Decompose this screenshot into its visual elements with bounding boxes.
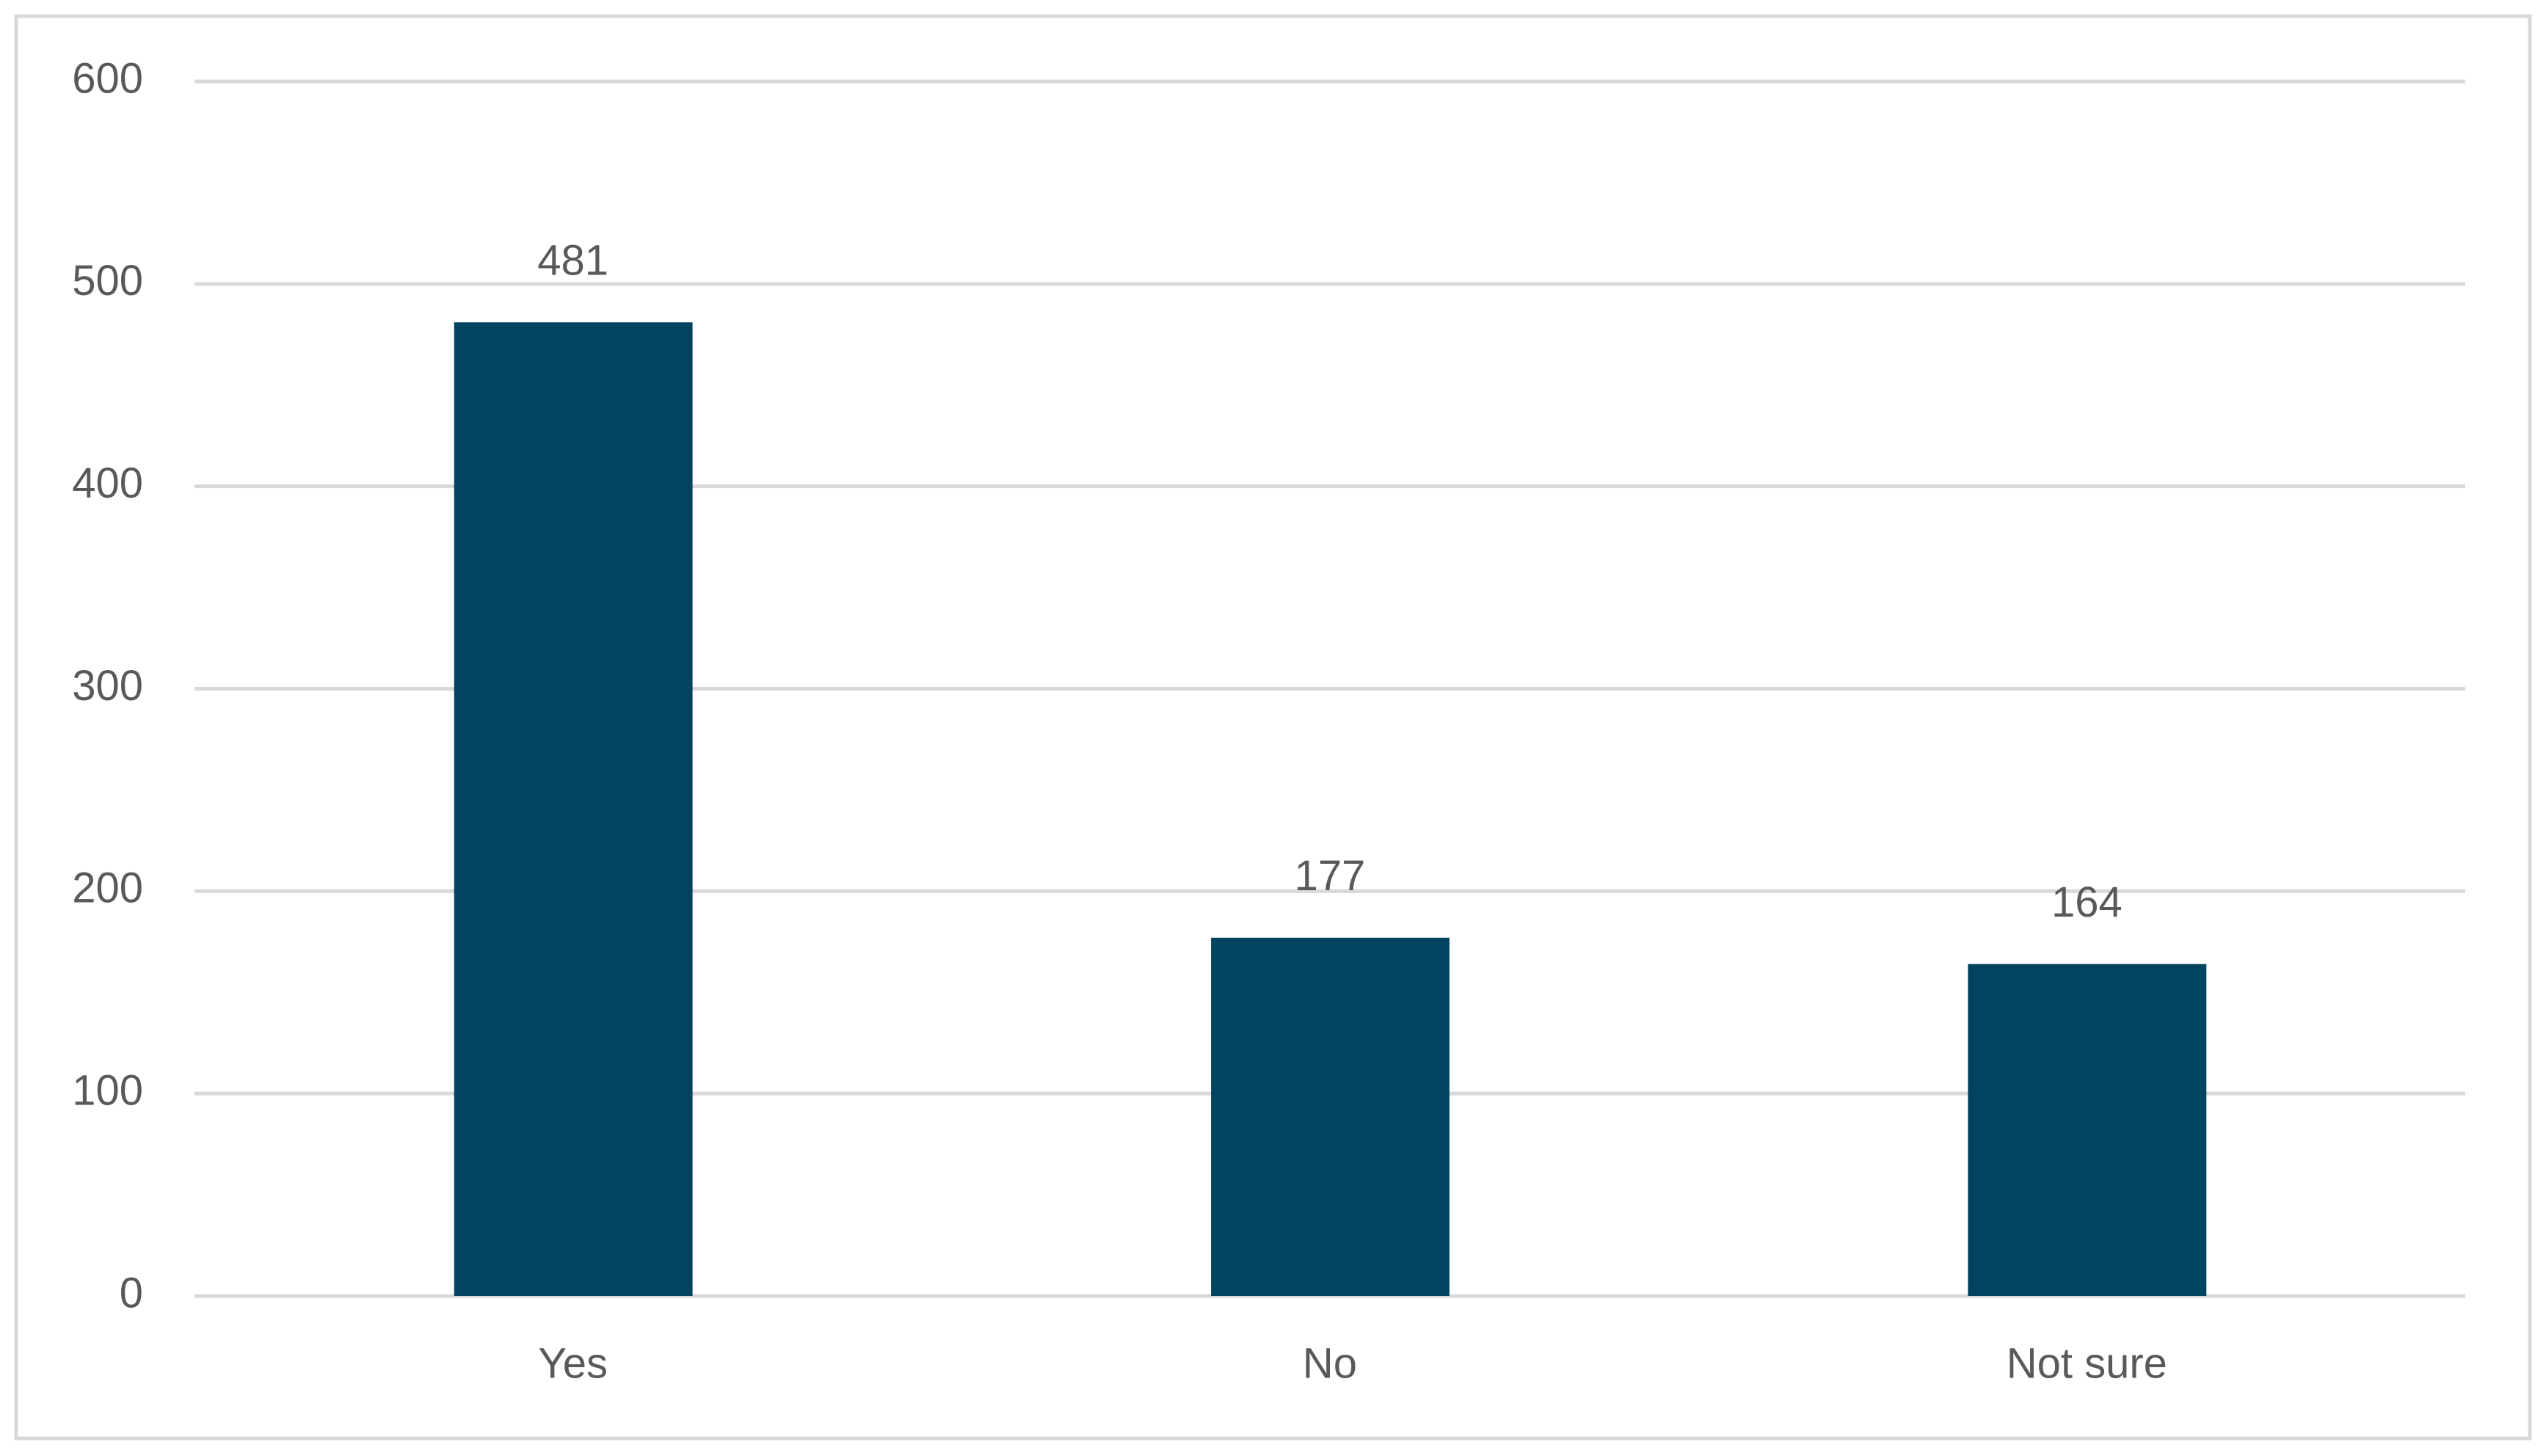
x-tick-label: Yes — [538, 1339, 608, 1387]
y-tick-label: 600 — [72, 54, 143, 102]
data-label: 177 — [1295, 852, 1366, 900]
bar — [1211, 937, 1450, 1296]
bar — [1968, 964, 2207, 1296]
y-tick-label: 200 — [72, 864, 143, 912]
y-tick-label: 100 — [72, 1066, 143, 1114]
y-tick-label: 300 — [72, 662, 143, 710]
data-label: 164 — [2051, 878, 2123, 926]
x-tick-label: No — [1303, 1339, 1357, 1387]
y-tick-label: 0 — [120, 1269, 143, 1317]
y-tick-label: 400 — [72, 459, 143, 507]
y-tick-label: 500 — [72, 257, 143, 305]
x-tick-label: Not sure — [2007, 1339, 2167, 1387]
data-label: 481 — [537, 237, 608, 285]
bar — [454, 322, 693, 1296]
